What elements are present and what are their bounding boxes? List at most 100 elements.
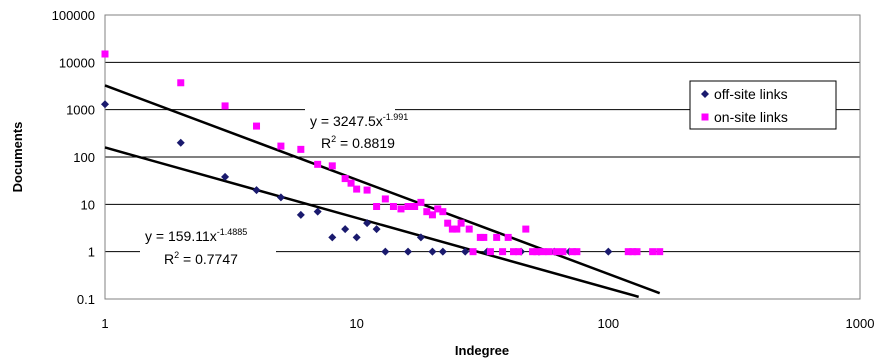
y-tick-label: 100000 — [52, 8, 95, 23]
x-tick-label: 1000 — [846, 316, 875, 331]
on-site-point — [522, 225, 530, 233]
on-site-point — [453, 225, 461, 233]
off-site-point — [276, 193, 285, 202]
y-tick-label: 0.1 — [77, 292, 95, 307]
onsite-equation: y = 3247.5x-1.991 — [310, 112, 408, 129]
on-site-point — [656, 248, 664, 256]
on-site-point — [448, 225, 456, 233]
off-site-point — [363, 219, 372, 228]
on-site-point — [444, 219, 452, 227]
plot-area-border — [104, 14, 861, 300]
legend-marker-on-site — [701, 113, 709, 121]
offsite-equation: y = 159.11x-1.4885 — [145, 227, 247, 244]
off-site-point — [381, 247, 390, 256]
trendline-on-site-links — [104, 84, 661, 295]
y-axis-title: Documents — [10, 122, 25, 193]
on-site-point — [457, 219, 465, 227]
x-tick-label: 100 — [597, 316, 619, 331]
on-site-point — [529, 248, 537, 256]
off-site-point — [372, 225, 381, 234]
off-site-point — [313, 207, 322, 216]
on-site-point — [328, 162, 336, 170]
on-site-point — [177, 79, 185, 87]
off-site-point — [328, 233, 337, 242]
x-tick-label: 10 — [349, 316, 363, 331]
on-site-point — [504, 233, 512, 241]
on-site-point — [568, 248, 576, 256]
on-site-point — [428, 211, 436, 219]
on-site-point — [515, 248, 523, 256]
on-site-point — [469, 248, 477, 256]
off-site-point — [341, 225, 350, 234]
on-site-point — [545, 248, 553, 256]
on-site-point — [411, 202, 419, 210]
on-site-point — [434, 205, 442, 213]
on-site-point — [423, 208, 431, 216]
on-site-point — [539, 248, 547, 256]
off-site-point — [352, 233, 361, 242]
on-site-point — [552, 248, 560, 256]
offsite-equation-box — [140, 224, 276, 272]
legend-box — [689, 80, 837, 130]
off-site-point — [604, 247, 613, 256]
on-site-point — [221, 102, 229, 110]
y-tick-label: 100 — [73, 150, 95, 165]
off-site-point — [296, 210, 305, 219]
on-site-point — [404, 202, 412, 210]
legend-label-off-site: off-site links — [714, 86, 788, 102]
offsite-r-squared: R2 = 0.7747 — [164, 250, 238, 267]
x-tick-label: 1 — [101, 316, 108, 331]
on-site-point — [629, 248, 637, 256]
on-site-point — [480, 233, 488, 241]
on-site-point — [533, 248, 541, 256]
y-tick-label: 1000 — [66, 103, 95, 118]
on-site-point — [314, 160, 322, 168]
y-tick-label: 10 — [81, 197, 95, 212]
legend-label-on-site: on-site links — [714, 109, 788, 125]
off-site-point — [438, 247, 447, 256]
on-site-point — [347, 179, 355, 187]
legend: off-site links on-site links — [689, 80, 837, 130]
on-site-point — [353, 185, 361, 193]
on-site-point — [439, 208, 447, 216]
on-site-point — [649, 248, 657, 256]
on-site-point — [389, 202, 397, 210]
on-site-point — [633, 248, 641, 256]
on-site-point — [417, 198, 425, 206]
on-site-point — [493, 233, 501, 241]
on-site-point — [277, 142, 285, 150]
x-axis-title: Indegree — [455, 343, 509, 358]
legend-marker-off-site — [701, 90, 709, 98]
off-site-point — [101, 100, 109, 109]
trendlines — [104, 84, 661, 299]
trendline-off-site-links — [104, 146, 640, 299]
off-site-point — [428, 247, 437, 256]
x-axis-tick-labels: 1 10 100 1000 — [101, 316, 874, 331]
on-site-point — [297, 145, 305, 153]
y-axis-tick-labels: 0.1 1 10 100 1000 10000 100000 — [52, 8, 95, 307]
on-site-point — [397, 205, 405, 213]
on-site-point — [624, 248, 632, 256]
on-site-point — [573, 248, 581, 256]
off-site-point — [461, 247, 470, 256]
on-site-point — [341, 175, 349, 183]
on-site-point — [253, 122, 261, 130]
on-site-point — [101, 50, 109, 58]
on-site-point — [363, 186, 371, 194]
off-site-point — [176, 138, 185, 147]
onsite-r-squared: R2 = 0.8819 — [321, 134, 395, 151]
y-tick-label: 10000 — [59, 55, 95, 70]
on-site-point — [381, 195, 389, 203]
off-site-point — [404, 247, 413, 256]
on-site-point — [465, 225, 473, 233]
onsite-equation-box — [305, 108, 395, 156]
on-site-point — [510, 248, 518, 256]
y-tick-label: 1 — [88, 245, 95, 260]
off-site-point — [221, 172, 230, 181]
data-points — [101, 50, 664, 256]
on-site-point — [373, 202, 381, 210]
off-site-point — [416, 233, 425, 242]
on-site-point — [499, 248, 507, 256]
on-site-point — [559, 248, 567, 256]
